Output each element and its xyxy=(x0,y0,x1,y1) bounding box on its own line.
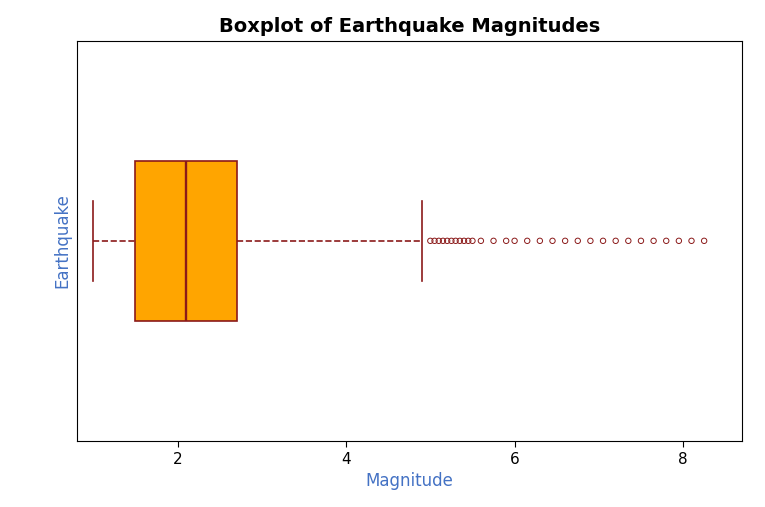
Title: Boxplot of Earthquake Magnitudes: Boxplot of Earthquake Magnitudes xyxy=(219,17,600,36)
Bar xyxy=(135,161,236,321)
Point xyxy=(647,237,659,245)
Point xyxy=(597,237,609,245)
Point xyxy=(698,237,710,245)
Point xyxy=(584,237,597,245)
Point xyxy=(428,237,441,245)
Point xyxy=(500,237,513,245)
Point xyxy=(610,237,622,245)
Y-axis label: Earthquake: Earthquake xyxy=(53,193,71,288)
Point xyxy=(437,237,449,245)
Point xyxy=(521,237,533,245)
Point xyxy=(685,237,698,245)
Point xyxy=(660,237,672,245)
Point xyxy=(445,237,457,245)
X-axis label: Magnitude: Magnitude xyxy=(366,472,453,490)
Point xyxy=(454,237,466,245)
Point xyxy=(546,237,558,245)
Point xyxy=(425,237,437,245)
Point xyxy=(433,237,445,245)
Point xyxy=(534,237,546,245)
Point xyxy=(571,237,584,245)
Point xyxy=(462,237,474,245)
Point xyxy=(450,237,462,245)
Point xyxy=(487,237,500,245)
Point xyxy=(475,237,487,245)
Point xyxy=(458,237,470,245)
Point xyxy=(622,237,634,245)
Point xyxy=(509,237,521,245)
Point xyxy=(467,237,479,245)
Point xyxy=(441,237,454,245)
Point xyxy=(559,237,571,245)
Point xyxy=(635,237,647,245)
Point xyxy=(672,237,685,245)
